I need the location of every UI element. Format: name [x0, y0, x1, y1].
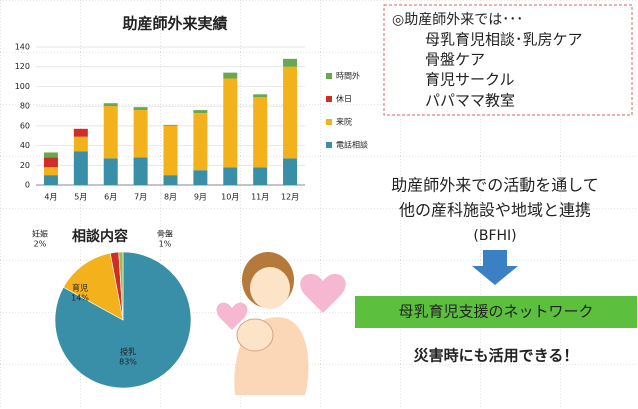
- x-tick-label: 8月: [164, 193, 177, 202]
- bar-segment: [193, 113, 207, 170]
- bar-segment: [164, 175, 178, 185]
- bar-segment: [193, 170, 207, 185]
- bar-segment: [44, 152, 58, 157]
- message-line: 他の産科施設や地域と連携: [399, 201, 591, 220]
- chart-title: 助産師外来実績: [122, 15, 227, 33]
- x-tick-label: 10月: [221, 193, 239, 202]
- slice-label: 育児: [72, 283, 88, 293]
- slice-value: 83%: [119, 358, 137, 367]
- bar-segment: [223, 73, 237, 79]
- bar-segment: [164, 126, 178, 175]
- x-tick-label: 5月: [74, 193, 87, 202]
- slice-label: 授乳: [120, 347, 136, 357]
- bar-segment: [44, 157, 58, 167]
- network-text: 母乳育児支援のネットワーク: [398, 303, 593, 321]
- bar-segment: [74, 151, 88, 185]
- bar-segment: [74, 137, 88, 152]
- y-tick-label: 60: [20, 121, 30, 130]
- legend-swatch: [326, 96, 332, 102]
- slice-value: 2%: [34, 240, 47, 249]
- bar-segment: [253, 167, 267, 185]
- bar-segment: [134, 157, 148, 185]
- footer-text: 災害時にも活用できる！: [414, 347, 579, 365]
- info-item: 骨盤ケア: [425, 51, 485, 69]
- message-line: 助産師外来での活動を通して: [391, 176, 599, 195]
- y-tick-label: 100: [15, 82, 30, 91]
- y-tick-label: 80: [20, 102, 30, 111]
- message-line: (BFHI): [473, 228, 516, 244]
- info-item: 育児サークル: [425, 71, 515, 89]
- bar-segment: [104, 103, 118, 106]
- bar-segment: [134, 110, 148, 157]
- baby: [237, 319, 273, 351]
- bar-segment: [223, 79, 237, 168]
- y-tick-label: 40: [20, 141, 30, 150]
- x-tick-label: 7月: [134, 193, 147, 202]
- info-heading: ◎助産師外来では･･･: [392, 12, 523, 28]
- x-tick-label: 4月: [44, 193, 57, 202]
- bar-segment: [134, 107, 148, 110]
- bar-segment: [283, 158, 297, 185]
- slice-value: 1%: [159, 240, 172, 249]
- bar-segment: [164, 125, 178, 126]
- x-tick-label: 11月: [251, 193, 269, 202]
- bar-segment: [44, 175, 58, 185]
- slice-label: 骨盤: [157, 229, 173, 239]
- bar-segment: [283, 67, 297, 159]
- slide: 助産師外来実績 0 20 40 60 80 100 120 140 4月 5月 6月 7月 8月 9月 10…: [0, 0, 638, 409]
- slice-value: 14%: [71, 294, 89, 303]
- info-item: パパママ教室: [425, 92, 515, 110]
- bar-segment: [253, 97, 267, 167]
- legend-label: 電話相談: [336, 140, 368, 150]
- bar-segment: [104, 158, 118, 185]
- bar-segment: [104, 106, 118, 158]
- mother-face: [250, 267, 290, 309]
- bar-segment: [223, 167, 237, 185]
- bar-segment: [283, 59, 297, 67]
- legend-swatch: [326, 142, 332, 148]
- legend-label: 時間外: [336, 71, 360, 81]
- legend-swatch: [326, 119, 332, 125]
- x-tick-label: 12月: [281, 193, 299, 202]
- y-tick-label: 20: [20, 161, 30, 170]
- y-tick-label: 0: [25, 181, 30, 190]
- chart-title: 相談内容: [72, 228, 128, 245]
- x-tick-label: 9月: [194, 193, 207, 202]
- legend-label: 来院: [336, 117, 352, 127]
- legend-swatch: [326, 73, 332, 79]
- info-item: 母乳育児相談･乳房ケア: [425, 31, 583, 49]
- y-tick-label: 120: [15, 62, 30, 71]
- x-tick-label: 6月: [104, 193, 117, 202]
- slice-label: 妊娠: [32, 229, 48, 239]
- bar-segment: [193, 110, 207, 113]
- legend-label: 休日: [336, 94, 352, 104]
- info-box: ◎助産師外来では･･･ 母乳育児相談･乳房ケア 骨盤ケア 育児サークル パパママ…: [384, 5, 632, 115]
- bar-segment: [44, 167, 58, 175]
- y-tick-label: 140: [15, 43, 30, 52]
- bar-segment: [74, 129, 88, 137]
- bar-segment: [253, 94, 267, 97]
